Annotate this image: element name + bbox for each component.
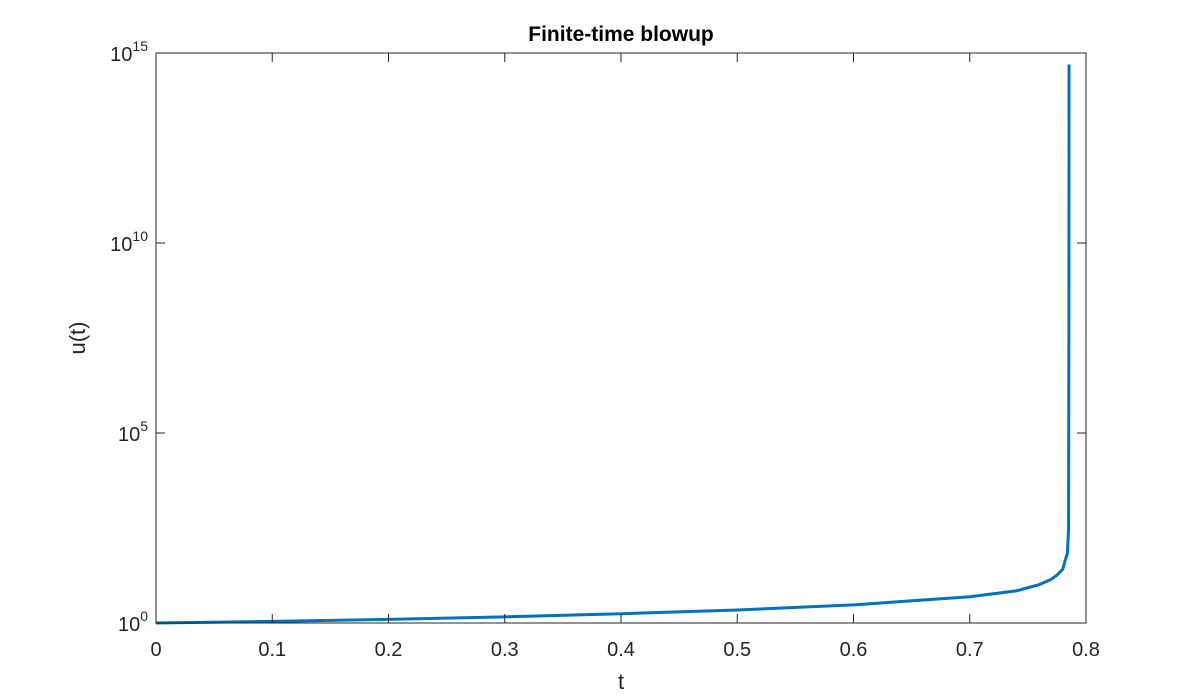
- y-tick-label: 105: [118, 418, 148, 446]
- x-tick-label: 0.2: [375, 639, 403, 661]
- series-layer: [155, 64, 1071, 625]
- y-tick-label: 1010: [110, 228, 148, 256]
- x-tick-label: 0.1: [258, 639, 286, 661]
- plot-area: [156, 53, 1086, 623]
- x-ticks: 0 0.1 0.2 0.3 0.4 0.5 0.6 0.7 0.8: [150, 53, 1100, 661]
- chart-title: Finite-time blowup: [528, 23, 713, 46]
- y-ticks: 100 105 1010 1015: [110, 38, 1086, 636]
- x-tick-label: 0: [150, 639, 161, 661]
- series-line-0: [155, 64, 1071, 625]
- x-tick-label: 0.7: [956, 639, 984, 661]
- y-axis-label: u(t): [65, 322, 90, 355]
- x-tick-label: 0.5: [723, 639, 751, 661]
- x-tick-label: 0.4: [607, 639, 635, 661]
- y-tick-label: 1015: [110, 38, 148, 66]
- x-tick-label: 0.3: [491, 639, 519, 661]
- x-tick-label: 0.6: [840, 639, 868, 661]
- y-tick-label: 100: [118, 608, 148, 636]
- x-tick-label: 0.8: [1072, 639, 1100, 661]
- x-axis-label: t: [618, 669, 624, 694]
